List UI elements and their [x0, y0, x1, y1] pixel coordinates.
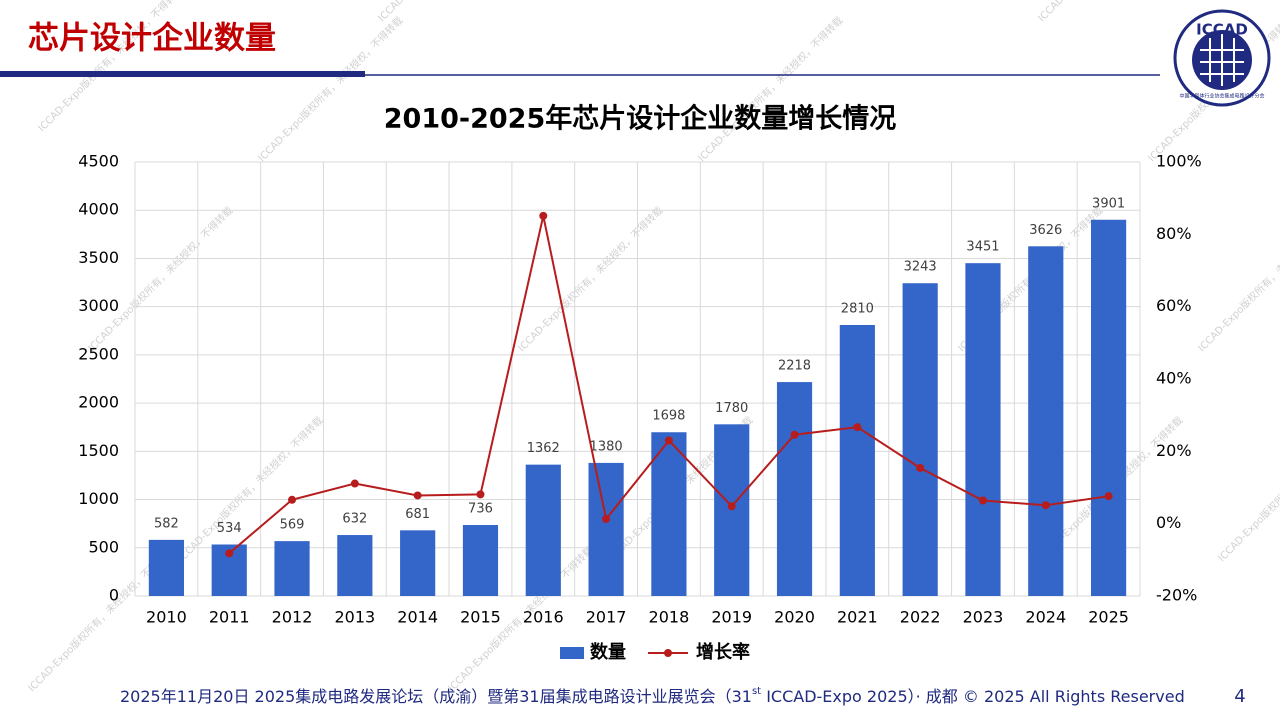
y-tick-label: 500 [88, 537, 119, 556]
data-label: 681 [405, 507, 430, 522]
bar [525, 464, 561, 596]
y2-tick-label: 40% [1156, 369, 1192, 388]
x-tick-label: 2019 [711, 608, 752, 627]
data-label: 569 [280, 518, 305, 533]
data-label: 1380 [590, 439, 623, 454]
legend-label: 增长率 [696, 641, 750, 663]
bar [588, 462, 624, 596]
bar [337, 535, 373, 596]
line-point [476, 490, 485, 499]
line-point [602, 514, 611, 523]
x-tick-label: 2015 [460, 608, 501, 627]
data-label: 1780 [715, 401, 748, 416]
bar [776, 382, 813, 596]
data-label: 3901 [1092, 196, 1125, 211]
data-label: 1698 [652, 409, 685, 424]
x-tick-label: 2012 [272, 608, 313, 627]
bar [965, 263, 1001, 596]
x-tick-label: 2010 [146, 608, 187, 627]
footer: 2025年11月20日 2025集成电路发展论坛（成渝）暨第31届集成电路设计业… [120, 686, 1185, 706]
y-tick-label: 1500 [78, 441, 119, 460]
logo-ring-text: 中国半导体行业协会集成电路设计分会 [1179, 93, 1264, 100]
x-tick-label: 2014 [397, 608, 438, 627]
y2-tick-label: 60% [1156, 296, 1192, 315]
y-tick-label: 4500 [78, 152, 119, 171]
logo-text: ICCAD [1196, 21, 1248, 39]
data-label: 632 [342, 512, 367, 527]
data-label: 3451 [966, 240, 999, 255]
data-label: 2218 [778, 359, 811, 374]
footer-text: ICCAD-Expo 2025）· 成都 © 2025 All Rights R… [761, 687, 1185, 706]
line-point [1041, 501, 1050, 510]
data-label: 736 [468, 502, 493, 517]
y2-tick-label: 20% [1156, 441, 1192, 460]
line-point [664, 436, 673, 445]
chart-title: 2010-2025年芯片设计企业数量增长情况 [384, 103, 897, 135]
bar [839, 324, 875, 596]
data-label: 2810 [841, 301, 874, 316]
x-tick-label: 2016 [523, 608, 564, 627]
x-tick-label: 2024 [1025, 608, 1066, 627]
bar [274, 541, 310, 596]
y2-tick-label: 0% [1156, 513, 1181, 532]
x-tick-label: 2018 [649, 608, 690, 627]
line-point [853, 423, 862, 432]
bar [902, 283, 938, 596]
data-label: 534 [217, 521, 242, 536]
y-tick-label: 2500 [78, 344, 119, 363]
plot: 0 500 1000 1500 2000 2500 3000 3500 4000 4500 -20%… [78, 152, 1201, 664]
line-point [1104, 492, 1113, 501]
line-point [916, 463, 925, 472]
line-point [790, 430, 799, 439]
y2-tick-label: -20% [1156, 586, 1197, 605]
x-tick-label: 2020 [774, 608, 815, 627]
legend-label: 数量 [590, 641, 626, 663]
x-tick-label: 2023 [963, 608, 1004, 627]
data-label: 582 [154, 516, 179, 531]
line-point [539, 211, 548, 220]
legend-swatch [560, 647, 584, 659]
x-tick-label: 2011 [209, 608, 250, 627]
footer-text: 2025年11月20日 2025集成电路发展论坛（成渝）暨第31届集成电路设计业… [120, 687, 752, 706]
y-tick-label: 0 [109, 586, 119, 605]
y-tick-label: 1000 [78, 489, 119, 508]
bar [462, 525, 499, 596]
bar [400, 530, 436, 596]
bar [1028, 246, 1064, 596]
y-tick-label: 3000 [78, 296, 119, 315]
y-tick-label: 2000 [78, 393, 119, 412]
line-point [727, 502, 736, 511]
logo: ICCAD 中国半导体行业协会集成电路设计分会 [1173, 9, 1271, 107]
x-tick-label: 2013 [334, 608, 375, 627]
x-tick-label: 2021 [837, 608, 878, 627]
y-tick-label: 3500 [78, 248, 119, 267]
x-tick-label: 2025 [1088, 608, 1129, 627]
slide-title: 芯片设计企业数量 [28, 21, 276, 57]
page-number: 4 [1234, 686, 1245, 707]
line-point [350, 479, 359, 488]
data-label: 3243 [904, 260, 937, 275]
logo-grid [1200, 34, 1244, 86]
line-point [413, 491, 422, 500]
line-point [288, 495, 297, 504]
y-tick-label: 4000 [78, 200, 119, 219]
bar [1091, 219, 1127, 597]
bar [148, 539, 184, 596]
data-label: 1362 [527, 441, 560, 456]
footer-sup: st [752, 686, 761, 697]
header-bar [0, 71, 365, 77]
x-tick-label: 2022 [900, 608, 941, 627]
line-point [225, 549, 234, 558]
data-label: 3626 [1029, 223, 1062, 238]
y2-tick-label: 100% [1156, 152, 1202, 171]
y2-tick-label: 80% [1156, 224, 1192, 243]
line-point [978, 496, 987, 505]
x-tick-label: 2017 [586, 608, 627, 627]
legend-swatch [664, 649, 672, 657]
bar [651, 432, 687, 596]
